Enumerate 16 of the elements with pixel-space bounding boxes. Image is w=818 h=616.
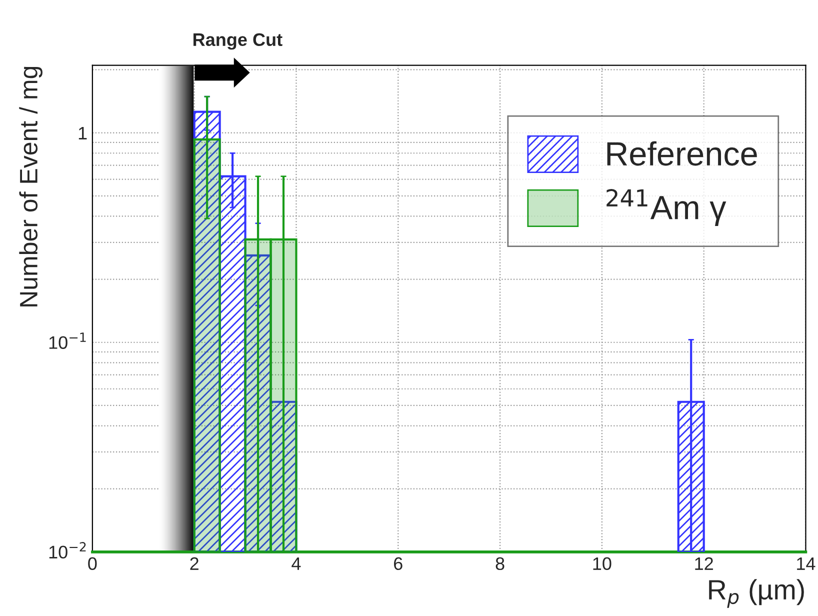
y-tick-label: 10$^{−2}$ xyxy=(49,542,86,559)
y-tick-label: 10$^{−1}$ xyxy=(49,332,86,349)
legend-label: Reference xyxy=(607,141,757,166)
y-tick-label: 1 xyxy=(78,126,87,140)
y-axis-title: Number of Event / mg xyxy=(19,66,42,306)
x-tick-label: 0 xyxy=(88,557,97,570)
x-tick-label: 2 xyxy=(190,557,198,570)
chart-title: Range Cut xyxy=(194,33,282,50)
x-tick-label: 4 xyxy=(292,557,301,570)
x-tick-label: 12 xyxy=(695,557,713,570)
x-tick-label: 10 xyxy=(593,557,612,570)
x-axis-title: R$_{p}$ (µm) xyxy=(709,579,804,608)
x-tick-label: 6 xyxy=(394,557,402,570)
x-tick-label: 8 xyxy=(496,557,504,570)
x-tick-label: 14 xyxy=(797,557,816,570)
legend-label: $^{241}$Am γ xyxy=(606,189,726,226)
